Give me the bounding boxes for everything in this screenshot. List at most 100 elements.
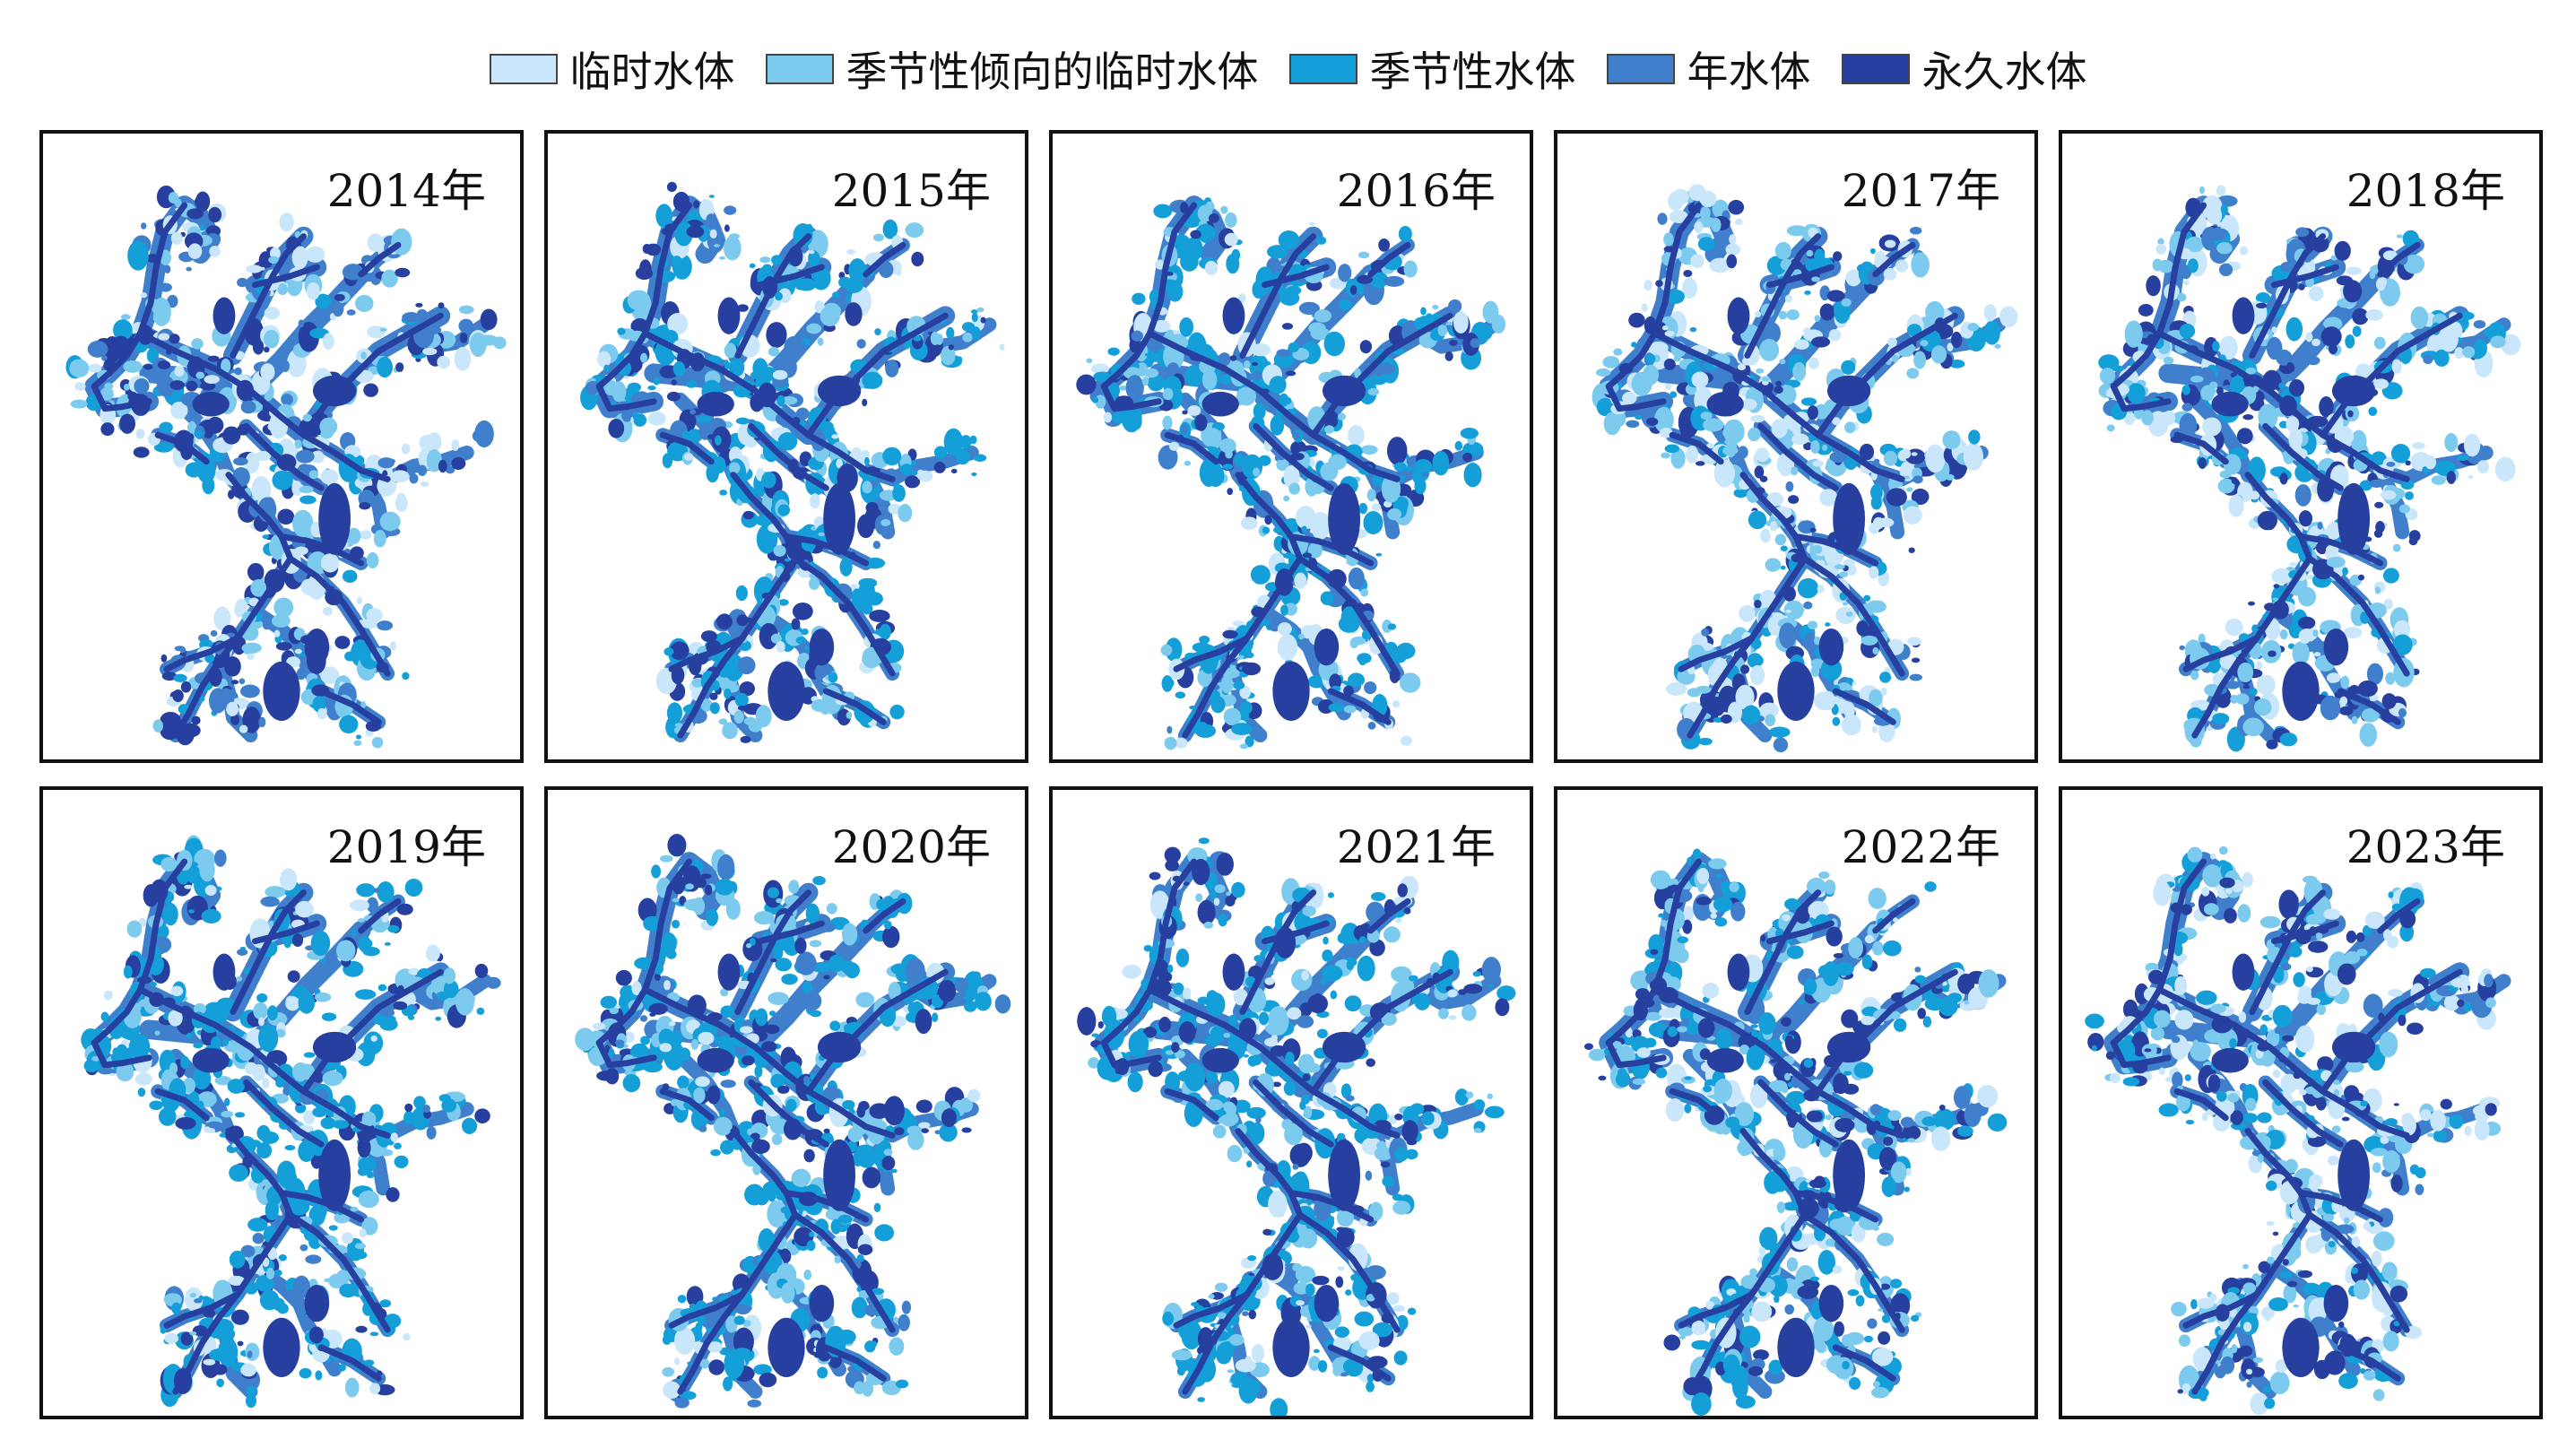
permanent-water-patch (363, 383, 378, 397)
seasonal-water-patch (140, 1009, 146, 1014)
seasonal-leaning-temporary-water-patch (70, 399, 88, 409)
seasonal-leaning-temporary-water-patch (1761, 377, 1771, 382)
annual-water-patch (784, 336, 803, 360)
temporary-water-patch (2300, 637, 2310, 644)
seasonal-leaning-temporary-water-patch (1205, 428, 1222, 450)
seasonal-water-patch (2368, 406, 2378, 417)
permanent-water-patch (1197, 899, 1216, 925)
temporary-water-patch (1251, 343, 1271, 357)
seasonal-water-patch (1210, 889, 1218, 900)
seasonal-water-patch (1375, 552, 1383, 557)
seasonal-water-patch (754, 1065, 763, 1078)
annual-water-patch (164, 264, 171, 274)
seasonal-water-patch (339, 1283, 358, 1298)
seasonal-leaning-temporary-water-patch (1722, 426, 1738, 439)
seasonal-water-patch (969, 435, 977, 445)
seasonal-leaning-temporary-water-patch (820, 306, 840, 327)
seasonal-water-patch (734, 692, 749, 707)
seasonal-leaning-temporary-water-patch (2373, 336, 2386, 350)
permanent-water-patch (172, 689, 184, 703)
permanent-water-core (1100, 383, 1162, 412)
seasonal-leaning-temporary-water-patch (1603, 412, 1621, 436)
seasonal-water-patch (1869, 247, 1876, 255)
seasonal-leaning-temporary-water-patch (893, 1316, 899, 1323)
permanent-water-core (2244, 472, 2313, 562)
seasonal-water-patch (943, 428, 964, 456)
permanent-water-body (1706, 391, 1744, 417)
seasonal-water-patch (1357, 955, 1375, 982)
seasonal-leaning-temporary-water-patch (344, 1377, 360, 1398)
temporary-water-patch (437, 355, 451, 369)
temporary-water-patch (1735, 684, 1755, 710)
seasonal-leaning-temporary-water-patch (1808, 620, 1818, 630)
seasonal-leaning-temporary-water-patch (692, 897, 706, 915)
seasonal-water-patch (1328, 703, 1345, 713)
permanent-water-core (1367, 241, 1411, 278)
seasonal-water-patch (617, 327, 626, 335)
permanent-water-patch (1683, 269, 1693, 278)
permanent-water-core (734, 889, 812, 1015)
permanent-water-core (251, 920, 320, 945)
permanent-water-core (230, 889, 308, 1015)
temporary-water-patch (999, 343, 1005, 351)
seasonal-leaning-temporary-water-patch (2351, 715, 2358, 724)
temporary-water-patch (1686, 445, 1699, 464)
seasonal-leaning-temporary-water-patch (371, 736, 384, 749)
temporary-water-patch (1769, 521, 1778, 532)
permanent-water-patch (1720, 714, 1732, 724)
temporary-water-patch (664, 980, 671, 991)
temporary-water-patch (390, 1132, 399, 1142)
seasonal-water-patch (186, 1032, 193, 1039)
seasonal-leaning-temporary-water-patch (1663, 232, 1674, 247)
seasonal-leaning-temporary-water-patch (2490, 335, 2506, 349)
seasonal-water-patch (1747, 653, 1763, 669)
temporary-water-patch (389, 641, 396, 651)
permanent-water-core (1100, 330, 1153, 390)
permanent-water-patch (2242, 685, 2251, 689)
seasonal-water-patch (1245, 735, 1254, 748)
seasonal-leaning-temporary-water-patch (1946, 473, 1955, 481)
annual-water-patch (346, 309, 356, 316)
year-label: 2014年 (326, 165, 486, 217)
permanent-water-patch (700, 630, 717, 643)
seasonal-leaning-temporary-water-patch (759, 256, 771, 264)
temporary-water-patch (164, 1332, 179, 1344)
seasonal-water-patch (871, 1288, 885, 1295)
seasonal-water-patch (377, 984, 387, 992)
temporary-water-patch (2391, 359, 2402, 375)
seasonal-leaning-temporary-water-patch (1403, 260, 1418, 278)
seasonal-leaning-temporary-water-patch (1164, 736, 1177, 750)
legend-label: 永久水体 (1921, 48, 2087, 96)
permanent-water-patch (1077, 1007, 1097, 1036)
seasonal-water-patch (186, 866, 203, 884)
temporary-water-patch (390, 470, 410, 482)
seasonal-leaning-temporary-water-patch (69, 359, 90, 377)
temporary-water-patch (2501, 334, 2521, 356)
temporary-water-patch (2339, 696, 2348, 706)
seasonal-water-patch (1262, 526, 1271, 534)
seasonal-water-patch (857, 1148, 877, 1168)
seasonal-water-patch (2371, 451, 2387, 465)
seasonal-leaning-temporary-water-patch (1184, 460, 1192, 466)
seasonal-leaning-temporary-water-patch (315, 992, 332, 1002)
seasonal-leaning-temporary-water-patch (2157, 259, 2174, 273)
seasonal-leaning-temporary-water-patch (685, 883, 694, 890)
permanent-water-patch (395, 362, 404, 373)
annual-water-patch (747, 1399, 762, 1408)
annual-water-patch (1758, 715, 1765, 722)
seasonal-water-patch (946, 326, 955, 340)
seasonal-water-patch (1175, 691, 1186, 699)
seasonal-water-patch (781, 973, 798, 985)
permanent-water-core (805, 312, 949, 438)
permanent-water-patch (1728, 199, 1745, 215)
seasonal-leaning-temporary-water-patch (2297, 586, 2317, 607)
water-map-2018 (2098, 185, 2521, 752)
temporary-water-patch (2416, 464, 2424, 471)
permanent-water-patch (2347, 410, 2354, 418)
temporary-water-patch (2343, 627, 2363, 639)
seasonal-water-patch (1596, 397, 1614, 417)
temporary-water-patch (1694, 221, 1704, 234)
seasonal-water-patch (384, 1314, 402, 1329)
legend-swatch-annual-water (1606, 54, 1675, 84)
seasonal-water-patch (1323, 936, 1329, 945)
